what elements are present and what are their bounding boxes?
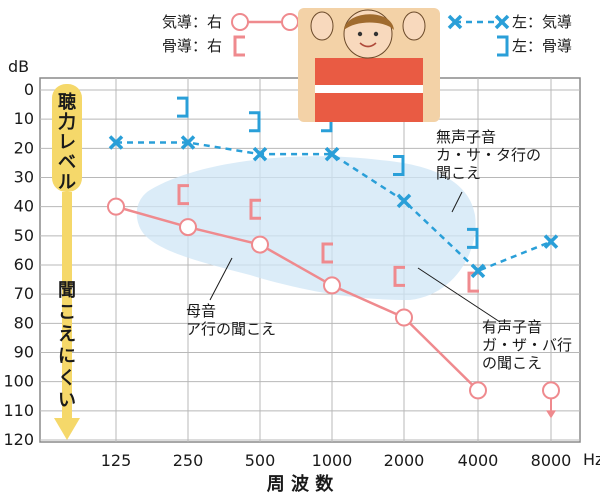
annotation-2-line-1: ガ・ザ・バ行 [482, 336, 572, 354]
y-tick-labels: 0 10 20 30 40 50 60 70 80 90 100 110 120 [3, 80, 34, 449]
point-0-2000 [395, 308, 413, 327]
legend-marker-2a [447, 14, 463, 30]
legend-label-2: 左：気導 [512, 13, 572, 31]
pointer-line-vowel [209, 257, 233, 301]
series-0 [107, 197, 560, 419]
y-tick-30: 30 [14, 168, 34, 187]
point-0-8000 [542, 381, 560, 400]
point-1-500 [249, 198, 261, 220]
y-tick-50: 50 [14, 226, 34, 245]
legend-entry-1: 骨導：右 [162, 35, 245, 57]
annotation-1-line-0: 母音 [186, 302, 216, 320]
point-2-1000 [324, 146, 340, 162]
series-line-0 [115, 205, 479, 392]
annotation-2-line-0: 有声子音 [482, 318, 542, 336]
x-tick-500: 500 [245, 451, 276, 470]
point-2-125 [108, 135, 124, 150]
legend-label-1: 骨導：右 [162, 37, 222, 55]
y-tick-40: 40 [14, 197, 34, 216]
annotation-1-line-1: ア行の聞こえ [186, 320, 276, 338]
legend-marker-3 [497, 35, 509, 57]
x-tick-125: 125 [101, 451, 132, 470]
y-axis-unit: dB [8, 57, 29, 76]
x-tick-1000: 1000 [312, 451, 353, 470]
y-tick-100: 100 [3, 372, 34, 391]
arrow-bottom-char-4: く [58, 368, 76, 389]
point-3-500 [249, 111, 261, 133]
point-0-1000 [323, 276, 341, 295]
y-tick-20: 20 [14, 138, 34, 157]
series-2 [108, 135, 559, 279]
annotation-0-line-2: 聞こえ [436, 164, 481, 182]
annotation-0-line-1: カ・サ・タ行の [436, 146, 541, 164]
hearing-level-arrow [52, 84, 82, 440]
annotation-0-line-0: 無声子音 [436, 128, 496, 146]
x-tick-4000: 4000 [458, 451, 499, 470]
series-layer [107, 96, 560, 419]
pointer-line-voiceless [451, 191, 463, 213]
arrow-top-char-0: 聴 [58, 92, 76, 113]
point-0-500 [251, 235, 269, 254]
point-1-2000 [393, 265, 405, 287]
x-axis-unit: Hz [583, 450, 600, 469]
point-2-500 [252, 146, 268, 162]
y-tick-70: 70 [14, 284, 34, 303]
point-3-250 [177, 96, 189, 118]
arrow-bottom-char-5: い [58, 390, 76, 411]
legend-marker-0b [281, 13, 299, 31]
x-axis-label: 周 波 数 [267, 473, 335, 495]
arrow-top-char-4: ル [58, 172, 76, 193]
x-tick-250: 250 [173, 451, 204, 470]
legend: 気導：右骨導：右 左：気導左：骨導 [162, 13, 572, 57]
y-tick-10: 10 [14, 109, 34, 128]
point-1-1000 [321, 242, 333, 264]
pointer-line-voiced [417, 267, 501, 323]
x-tick-2000: 2000 [384, 451, 425, 470]
arrow-bottom-char-1: こ [58, 302, 76, 323]
y-tick-110: 110 [3, 401, 34, 420]
point-2-8000 [543, 234, 559, 249]
legend-marker-2b [494, 14, 510, 30]
legend-marker-0a [231, 13, 249, 31]
annotation-2-line-2: の聞こえ [482, 354, 542, 372]
legend-marker-1 [233, 35, 245, 57]
arrow-bottom-char-0: 聞 [58, 280, 76, 301]
y-tick-90: 90 [14, 343, 34, 362]
y-tick-80: 80 [14, 313, 34, 332]
point-2-2000 [396, 193, 412, 209]
legend-label-3: 左：骨導 [512, 37, 572, 55]
point-2-250 [180, 135, 196, 150]
point-0-250 [179, 218, 197, 237]
y-tick-120: 120 [3, 430, 34, 449]
x-tick-labels: 125 250 500 1000 2000 4000 8000 [101, 451, 572, 470]
point-2-4000 [470, 263, 486, 279]
no-response-arrow-head [546, 410, 556, 419]
arrow-top-char-3: ベ [58, 152, 76, 173]
arrow-top-char-2: レ [58, 132, 76, 153]
arrow-bottom-char-3: に [58, 346, 76, 367]
series-1 [177, 184, 479, 293]
arrow-bottom-char-2: え [58, 324, 76, 345]
legend-label-0: 気導：右 [162, 13, 222, 31]
point-3-2000 [393, 155, 405, 176]
point-0-125 [107, 197, 125, 216]
child-illustration [298, 8, 440, 122]
legend-entry-2: 左：気導 [447, 13, 572, 31]
arrow-top-char-1: 力 [58, 112, 76, 133]
x-tick-8000: 8000 [531, 451, 572, 470]
legend-entry-0: 気導：右 [162, 13, 299, 31]
y-tick-0: 0 [24, 80, 34, 99]
legend-entry-3: 左：骨導 [497, 35, 572, 57]
y-tick-60: 60 [14, 255, 34, 274]
point-1-250 [177, 184, 189, 206]
point-0-4000 [469, 381, 487, 400]
point-3-4000 [467, 227, 479, 249]
